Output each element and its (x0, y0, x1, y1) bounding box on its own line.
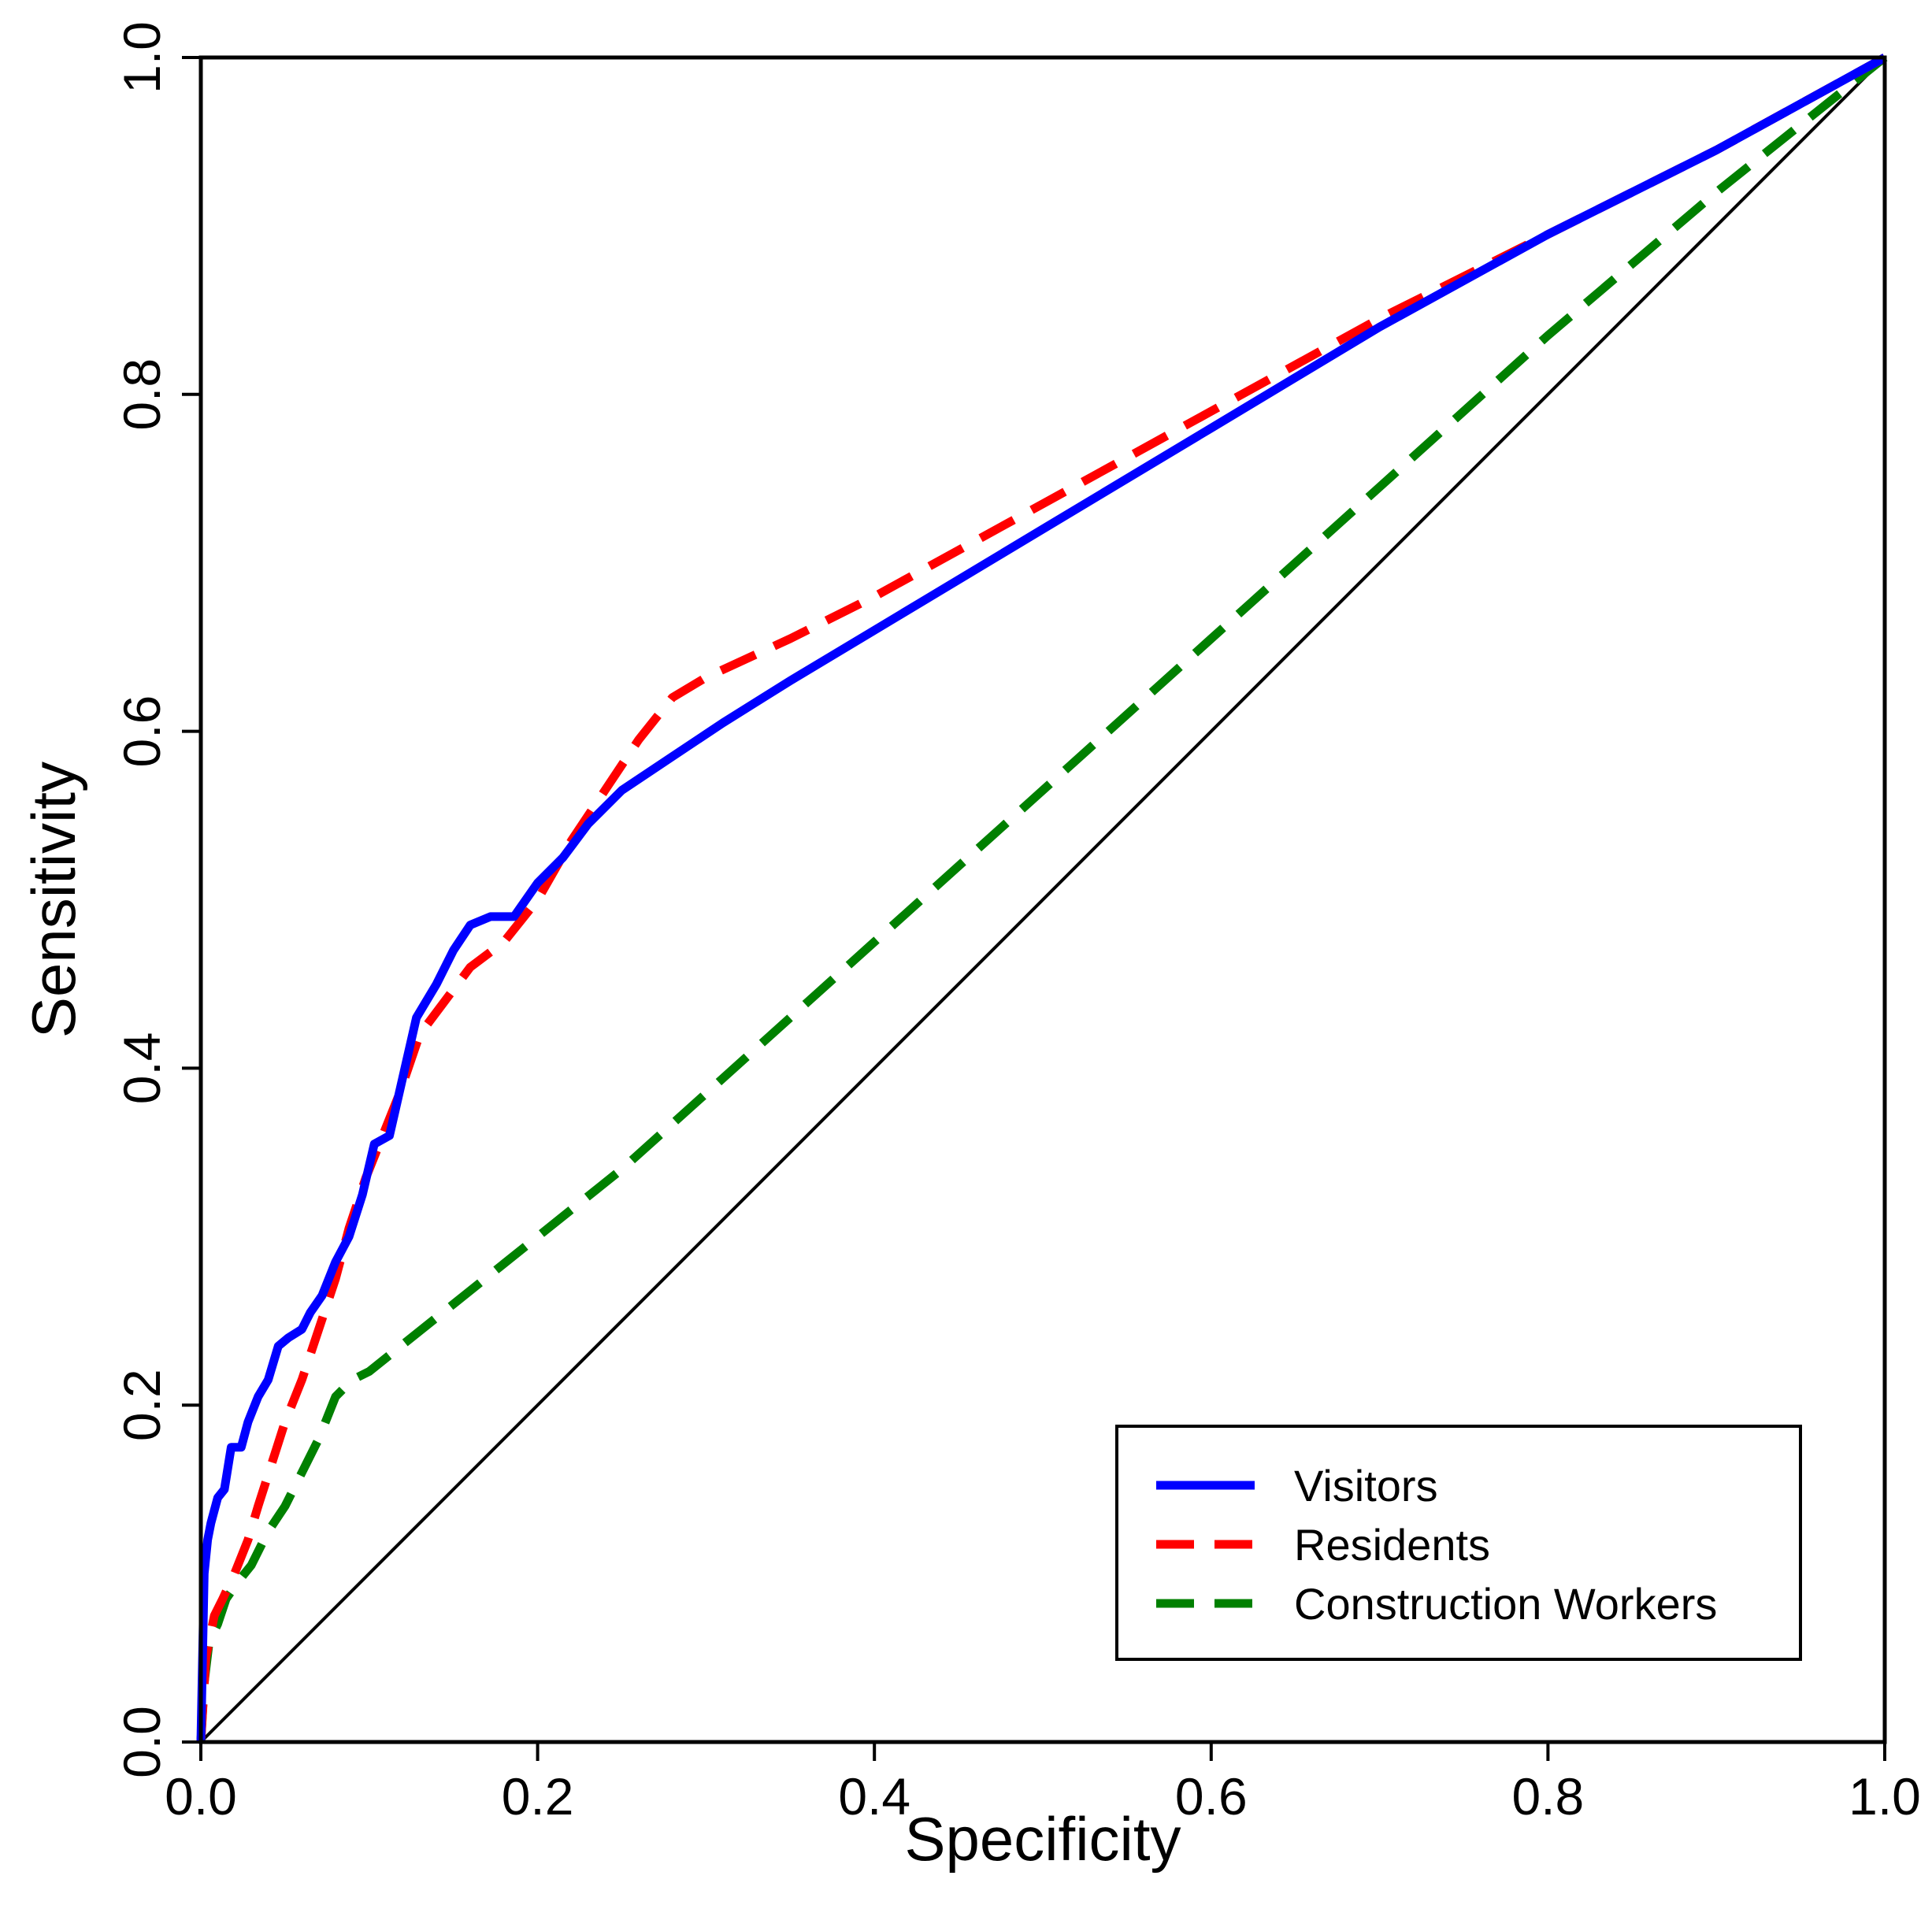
y-tick-label: 0.6 (113, 695, 171, 768)
x-tick-label: 0.8 (1512, 1767, 1585, 1825)
y-tick-label: 0.8 (113, 358, 171, 431)
series-layer (196, 54, 1888, 1743)
x-axis: 0.0 0.2 0.4 0.6 0.8 1.0 (165, 1742, 1921, 1825)
legend-label: Construction Workers (1294, 1579, 1717, 1629)
legend-label: Residents (1294, 1520, 1490, 1570)
x-tick-label: 0.2 (502, 1767, 574, 1825)
x-tick-label: 0.6 (1175, 1767, 1248, 1825)
plot-frame (198, 55, 1887, 1744)
y-tick-label: 1.0 (113, 21, 171, 94)
x-tick-label: 0.0 (165, 1767, 237, 1825)
y-tick-label: 0.0 (113, 1706, 171, 1778)
x-tick-label: 0.4 (838, 1767, 910, 1825)
y-tick-label: 0.4 (113, 1032, 171, 1105)
x-axis-title: Specificity (904, 1804, 1181, 1874)
reference-layer (199, 56, 1886, 1744)
y-axis: 0.0 0.2 0.4 0.6 0.8 1.0 (113, 21, 201, 1778)
series-line-residents (196, 54, 1887, 1743)
legend-label: Visitors (1294, 1461, 1438, 1510)
x-tick-label: 1.0 (1849, 1767, 1921, 1825)
series-line-visitors (196, 54, 1887, 1743)
y-axis-title: Sensitivity (19, 762, 88, 1038)
y-tick-label: 0.2 (113, 1369, 171, 1441)
legend: Visitors Residents Construction Workers (1115, 1425, 1802, 1661)
reference-diagonal-line (199, 56, 1886, 1744)
